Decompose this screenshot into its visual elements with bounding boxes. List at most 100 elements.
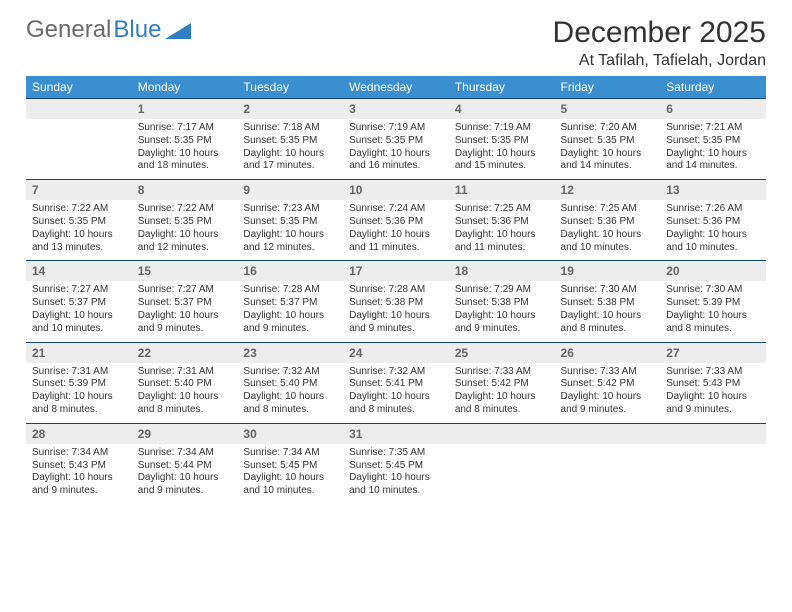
calendar-cell: 16Sunrise: 7:28 AMSunset: 5:37 PMDayligh…: [237, 260, 343, 341]
day-number: 16: [237, 260, 343, 281]
calendar-cell: 9Sunrise: 7:23 AMSunset: 5:35 PMDaylight…: [237, 179, 343, 260]
day-detail: Sunrise: 7:24 AMSunset: 5:36 PMDaylight:…: [343, 200, 449, 260]
day-number: 23: [237, 342, 343, 363]
day-number: 25: [449, 342, 555, 363]
day-detail: Sunrise: 7:27 AMSunset: 5:37 PMDaylight:…: [26, 281, 132, 341]
calendar-cell: [555, 423, 661, 504]
day-number: 15: [132, 260, 238, 281]
day-number: 20: [660, 260, 766, 281]
calendar-cell: 22Sunrise: 7:31 AMSunset: 5:40 PMDayligh…: [132, 342, 238, 423]
empty-day-head: [555, 423, 661, 444]
day-number: 21: [26, 342, 132, 363]
day-detail: Sunrise: 7:29 AMSunset: 5:38 PMDaylight:…: [449, 281, 555, 341]
day-number: 5: [555, 98, 661, 119]
calendar-cell: 4Sunrise: 7:19 AMSunset: 5:35 PMDaylight…: [449, 98, 555, 179]
day-number: 30: [237, 423, 343, 444]
day-number: 1: [132, 98, 238, 119]
calendar-cell: 8Sunrise: 7:22 AMSunset: 5:35 PMDaylight…: [132, 179, 238, 260]
day-detail: Sunrise: 7:31 AMSunset: 5:40 PMDaylight:…: [132, 363, 238, 423]
day-detail: Sunrise: 7:20 AMSunset: 5:35 PMDaylight:…: [555, 119, 661, 179]
calendar-cell: 10Sunrise: 7:24 AMSunset: 5:36 PMDayligh…: [343, 179, 449, 260]
calendar-cell: 18Sunrise: 7:29 AMSunset: 5:38 PMDayligh…: [449, 260, 555, 341]
calendar-cell: 7Sunrise: 7:22 AMSunset: 5:35 PMDaylight…: [26, 179, 132, 260]
location-subtitle: At Tafilah, Tafielah, Jordan: [553, 52, 766, 70]
day-detail: Sunrise: 7:34 AMSunset: 5:43 PMDaylight:…: [26, 444, 132, 504]
day-detail: Sunrise: 7:25 AMSunset: 5:36 PMDaylight:…: [449, 200, 555, 260]
day-number: 22: [132, 342, 238, 363]
calendar-cell: 13Sunrise: 7:26 AMSunset: 5:36 PMDayligh…: [660, 179, 766, 260]
calendar-cell: 30Sunrise: 7:34 AMSunset: 5:45 PMDayligh…: [237, 423, 343, 504]
day-number: 19: [555, 260, 661, 281]
day-number: 14: [26, 260, 132, 281]
day-detail: Sunrise: 7:26 AMSunset: 5:36 PMDaylight:…: [660, 200, 766, 260]
weekday-header: Sunday: [26, 76, 132, 98]
calendar-cell: 11Sunrise: 7:25 AMSunset: 5:36 PMDayligh…: [449, 179, 555, 260]
calendar-cell: 31Sunrise: 7:35 AMSunset: 5:45 PMDayligh…: [343, 423, 449, 504]
day-number: 6: [660, 98, 766, 119]
day-detail: Sunrise: 7:34 AMSunset: 5:44 PMDaylight:…: [132, 444, 238, 504]
calendar-cell: 27Sunrise: 7:33 AMSunset: 5:43 PMDayligh…: [660, 342, 766, 423]
weekday-header: Saturday: [660, 76, 766, 98]
calendar-cell: 21Sunrise: 7:31 AMSunset: 5:39 PMDayligh…: [26, 342, 132, 423]
calendar-cell: 6Sunrise: 7:21 AMSunset: 5:35 PMDaylight…: [660, 98, 766, 179]
day-number: 24: [343, 342, 449, 363]
day-number: 10: [343, 179, 449, 200]
day-detail: Sunrise: 7:22 AMSunset: 5:35 PMDaylight:…: [26, 200, 132, 260]
weekday-header: Thursday: [449, 76, 555, 98]
calendar-cell: 24Sunrise: 7:32 AMSunset: 5:41 PMDayligh…: [343, 342, 449, 423]
day-number: 12: [555, 179, 661, 200]
calendar-cell: 29Sunrise: 7:34 AMSunset: 5:44 PMDayligh…: [132, 423, 238, 504]
day-detail: Sunrise: 7:28 AMSunset: 5:38 PMDaylight:…: [343, 281, 449, 341]
calendar-table: SundayMondayTuesdayWednesdayThursdayFrid…: [26, 76, 766, 504]
calendar-cell: 19Sunrise: 7:30 AMSunset: 5:38 PMDayligh…: [555, 260, 661, 341]
weekday-header: Friday: [555, 76, 661, 98]
day-detail: Sunrise: 7:33 AMSunset: 5:42 PMDaylight:…: [449, 363, 555, 423]
day-number: 18: [449, 260, 555, 281]
calendar-cell: 20Sunrise: 7:30 AMSunset: 5:39 PMDayligh…: [660, 260, 766, 341]
day-number: 9: [237, 179, 343, 200]
calendar-cell: 26Sunrise: 7:33 AMSunset: 5:42 PMDayligh…: [555, 342, 661, 423]
day-detail: Sunrise: 7:21 AMSunset: 5:35 PMDaylight:…: [660, 119, 766, 179]
day-detail: Sunrise: 7:19 AMSunset: 5:35 PMDaylight:…: [343, 119, 449, 179]
day-number: 17: [343, 260, 449, 281]
calendar-cell: [660, 423, 766, 504]
day-number: 28: [26, 423, 132, 444]
calendar-cell: 12Sunrise: 7:25 AMSunset: 5:36 PMDayligh…: [555, 179, 661, 260]
weekday-header: Monday: [132, 76, 238, 98]
weekday-header: Wednesday: [343, 76, 449, 98]
day-detail: Sunrise: 7:33 AMSunset: 5:43 PMDaylight:…: [660, 363, 766, 423]
weekday-header: Tuesday: [237, 76, 343, 98]
day-detail: Sunrise: 7:25 AMSunset: 5:36 PMDaylight:…: [555, 200, 661, 260]
calendar-cell: 17Sunrise: 7:28 AMSunset: 5:38 PMDayligh…: [343, 260, 449, 341]
calendar-cell: 14Sunrise: 7:27 AMSunset: 5:37 PMDayligh…: [26, 260, 132, 341]
day-detail: Sunrise: 7:30 AMSunset: 5:39 PMDaylight:…: [660, 281, 766, 341]
empty-day-head: [449, 423, 555, 444]
calendar-cell: 3Sunrise: 7:19 AMSunset: 5:35 PMDaylight…: [343, 98, 449, 179]
day-detail: Sunrise: 7:34 AMSunset: 5:45 PMDaylight:…: [237, 444, 343, 504]
calendar-cell: 2Sunrise: 7:18 AMSunset: 5:35 PMDaylight…: [237, 98, 343, 179]
day-detail: Sunrise: 7:17 AMSunset: 5:35 PMDaylight:…: [132, 119, 238, 179]
day-number: 27: [660, 342, 766, 363]
day-detail: Sunrise: 7:32 AMSunset: 5:40 PMDaylight:…: [237, 363, 343, 423]
day-number: 8: [132, 179, 238, 200]
day-number: 4: [449, 98, 555, 119]
brand-part1: General: [26, 16, 111, 44]
calendar-cell: 23Sunrise: 7:32 AMSunset: 5:40 PMDayligh…: [237, 342, 343, 423]
day-number: 2: [237, 98, 343, 119]
brand-triangle-icon: [165, 21, 191, 39]
day-detail: Sunrise: 7:18 AMSunset: 5:35 PMDaylight:…: [237, 119, 343, 179]
day-detail: Sunrise: 7:22 AMSunset: 5:35 PMDaylight:…: [132, 200, 238, 260]
calendar-cell: 28Sunrise: 7:34 AMSunset: 5:43 PMDayligh…: [26, 423, 132, 504]
day-number: 3: [343, 98, 449, 119]
calendar-cell: 1Sunrise: 7:17 AMSunset: 5:35 PMDaylight…: [132, 98, 238, 179]
day-number: 26: [555, 342, 661, 363]
brand-logo: GeneralBlue: [26, 16, 191, 44]
day-detail: Sunrise: 7:19 AMSunset: 5:35 PMDaylight:…: [449, 119, 555, 179]
calendar-cell: [26, 98, 132, 179]
day-number: 7: [26, 179, 132, 200]
day-detail: Sunrise: 7:35 AMSunset: 5:45 PMDaylight:…: [343, 444, 449, 504]
calendar-cell: 5Sunrise: 7:20 AMSunset: 5:35 PMDaylight…: [555, 98, 661, 179]
day-number: 29: [132, 423, 238, 444]
day-detail: Sunrise: 7:30 AMSunset: 5:38 PMDaylight:…: [555, 281, 661, 341]
calendar-cell: [449, 423, 555, 504]
